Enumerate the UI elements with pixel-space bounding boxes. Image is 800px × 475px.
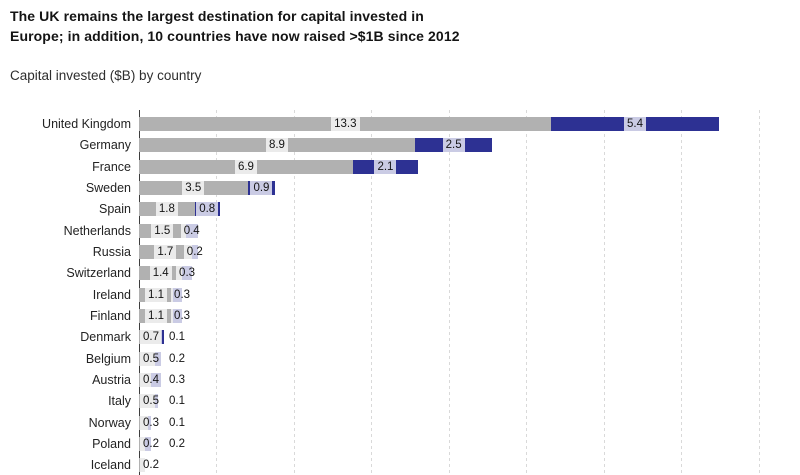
gridline — [758, 110, 760, 475]
value-label-gray: 1.8 — [155, 202, 178, 217]
value-label-blue: 0.3 — [166, 372, 188, 387]
value-label-gray: 0.2 — [140, 458, 162, 473]
value-label-gray: 3.5 — [182, 180, 205, 195]
gridline — [371, 110, 372, 475]
country-label: Poland — [92, 436, 131, 451]
value-label-blue: 5.4 — [624, 117, 646, 131]
headline-line-1: The UK remains the largest destination f… — [10, 8, 424, 24]
gridline — [216, 110, 217, 475]
country-label: Iceland — [90, 458, 131, 473]
gridline — [293, 110, 295, 475]
gridline — [681, 110, 682, 475]
value-label-gray: 6.9 — [234, 159, 257, 174]
country-label: Norway — [88, 415, 131, 430]
gridline — [526, 110, 527, 475]
headline-line-2: Europe; in addition, 10 countries have n… — [10, 28, 460, 44]
value-label-gray: 8.9 — [265, 138, 288, 153]
country-label: Spain — [99, 202, 131, 217]
value-label-gray: 13.3 — [331, 117, 360, 131]
country-label: France — [92, 159, 131, 174]
value-label-blue: 0.2 — [183, 244, 206, 259]
value-label-blue: 0.9 — [250, 180, 273, 195]
bar-blue-segment — [160, 330, 164, 345]
value-label-blue: 0.3 — [171, 308, 194, 323]
country-label: United Kingdom — [42, 117, 131, 131]
value-label-gray: 0.5 — [140, 394, 162, 409]
value-label-gray: 1.5 — [151, 223, 174, 238]
country-label: Austria — [92, 372, 131, 387]
value-label-gray: 0.7 — [140, 330, 162, 345]
country-label: Italy — [108, 394, 131, 409]
country-label: Belgium — [85, 351, 131, 366]
value-label-gray: 1.7 — [154, 244, 177, 259]
chart-headline: The UK remains the largest destination f… — [10, 6, 460, 46]
country-label: Finland — [90, 308, 131, 323]
value-label-blue: 0.1 — [166, 330, 188, 345]
value-label-blue: 2.1 — [374, 159, 397, 174]
value-label-blue: 0.1 — [166, 415, 188, 430]
value-label-gray: 0.3 — [140, 415, 162, 430]
value-label-gray: 1.1 — [145, 308, 168, 323]
gridline — [448, 110, 450, 475]
value-label-gray: 0.4 — [140, 372, 162, 387]
country-label: Switzerland — [66, 266, 131, 281]
value-label-blue: 0.3 — [171, 287, 194, 302]
value-label-blue: 2.5 — [442, 138, 465, 153]
country-label: Germany — [79, 138, 131, 153]
value-label-gray: 1.4 — [149, 266, 172, 281]
value-label-gray: 0.2 — [140, 436, 162, 451]
value-label-blue: 0.1 — [166, 394, 188, 409]
gridline — [603, 110, 605, 475]
value-label-blue: 0.3 — [176, 266, 199, 281]
country-label: Denmark — [80, 330, 131, 345]
value-label-gray: 0.5 — [140, 351, 162, 366]
country-label: Russia — [92, 244, 131, 259]
country-label: Sweden — [85, 180, 131, 195]
value-label-blue: 0.4 — [180, 223, 203, 238]
chart-subtitle: Capital invested ($B) by country — [10, 68, 202, 83]
country-label: Netherlands — [63, 223, 131, 238]
value-label-blue: 0.2 — [166, 351, 188, 366]
value-label-blue: 0.2 — [166, 436, 188, 451]
value-label-blue: 0.8 — [196, 202, 219, 217]
value-label-gray: 1.1 — [145, 287, 168, 302]
country-label: Ireland — [92, 287, 131, 302]
